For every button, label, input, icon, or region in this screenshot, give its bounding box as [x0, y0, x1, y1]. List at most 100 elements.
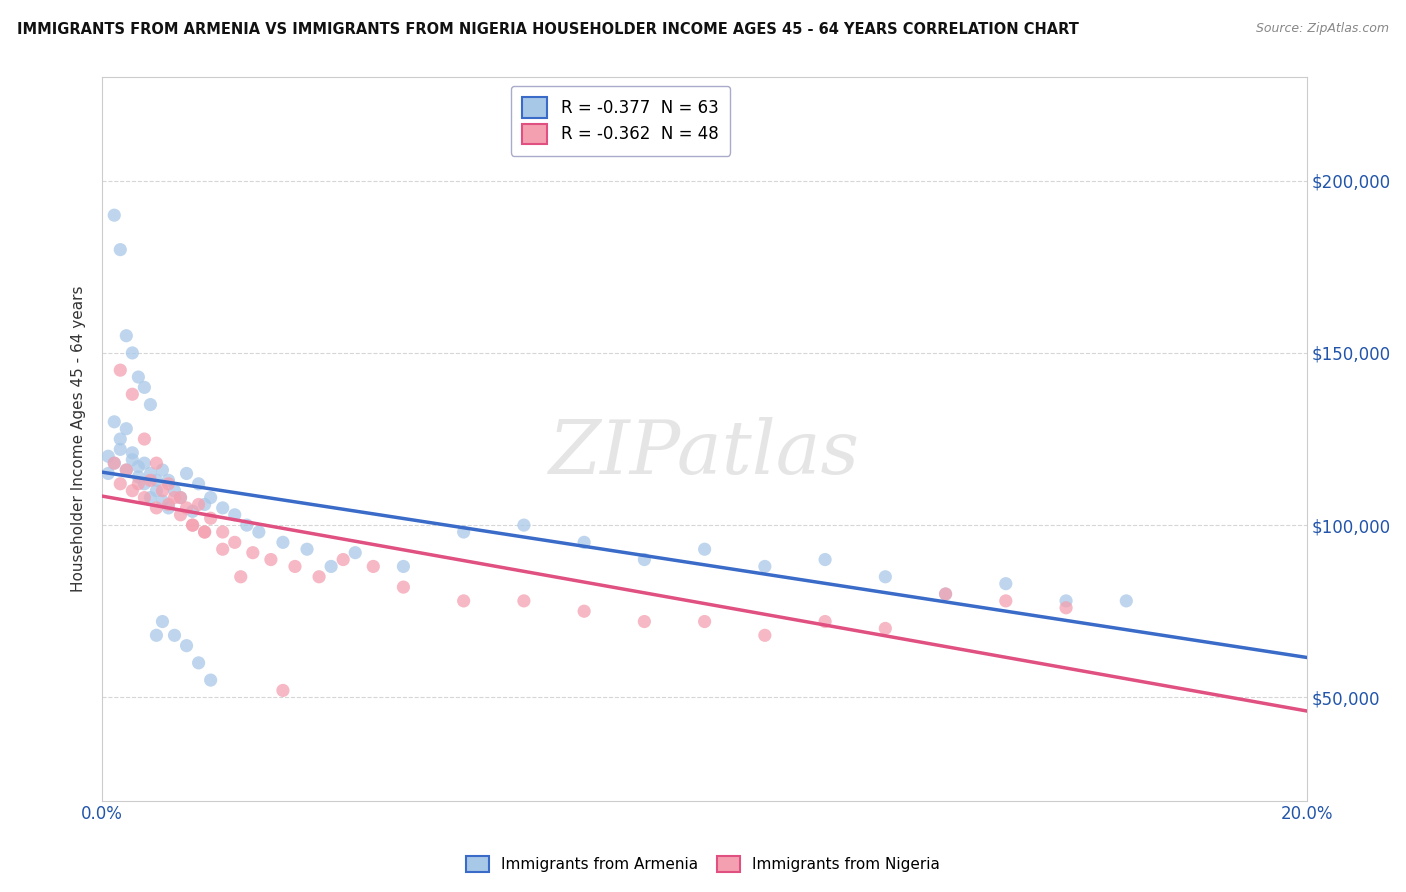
Point [194, 524, 217, 539]
Point [187, 656, 209, 670]
Point [157, 474, 180, 488]
Point [157, 498, 180, 512]
Point [513, 594, 536, 608]
Point [572, 604, 595, 618]
Point [134, 476, 156, 491]
Point [103, 415, 125, 429]
Point [194, 524, 217, 539]
Point [332, 552, 354, 566]
Point [875, 570, 897, 584]
Point [103, 456, 125, 470]
Point [321, 559, 343, 574]
Y-axis label: Householder Income Ages 45 - 64 years: Householder Income Ages 45 - 64 years [72, 285, 86, 592]
Text: Source: ZipAtlas.com: Source: ZipAtlas.com [1256, 22, 1389, 36]
Point [392, 559, 415, 574]
Point [115, 328, 138, 343]
Point [163, 483, 186, 498]
Point [134, 491, 156, 505]
Point [392, 580, 415, 594]
Point [181, 504, 204, 518]
Point [211, 524, 233, 539]
Point [110, 363, 132, 377]
Point [1054, 594, 1077, 608]
Point [224, 535, 246, 549]
Point [693, 615, 716, 629]
Point [121, 387, 143, 401]
Point [176, 500, 198, 515]
Point [224, 508, 246, 522]
Point [97, 449, 120, 463]
Point [308, 570, 330, 584]
Point [181, 518, 204, 533]
Point [200, 511, 222, 525]
Point [152, 615, 174, 629]
Point [271, 535, 294, 549]
Point [127, 459, 149, 474]
Point [633, 615, 655, 629]
Text: IMMIGRANTS FROM ARMENIA VS IMMIGRANTS FROM NIGERIA HOUSEHOLDER INCOME AGES 45 - : IMMIGRANTS FROM ARMENIA VS IMMIGRANTS FR… [17, 22, 1078, 37]
Point [1054, 600, 1077, 615]
Point [127, 370, 149, 384]
Point [875, 622, 897, 636]
Point [236, 518, 259, 533]
Point [200, 491, 222, 505]
Point [110, 442, 132, 457]
Point [152, 483, 174, 498]
Point [935, 587, 957, 601]
Point [139, 467, 162, 481]
Point [115, 463, 138, 477]
Point [121, 452, 143, 467]
Point [145, 500, 167, 515]
Point [994, 576, 1017, 591]
Point [134, 432, 156, 446]
Point [139, 398, 162, 412]
Point [814, 552, 837, 566]
Point [1115, 594, 1137, 608]
Point [271, 683, 294, 698]
Point [139, 474, 162, 488]
Legend: R = -0.377  N = 63, R = -0.362  N = 48: R = -0.377 N = 63, R = -0.362 N = 48 [510, 86, 730, 155]
Point [134, 456, 156, 470]
Point [152, 494, 174, 508]
Point [260, 552, 283, 566]
Point [169, 491, 191, 505]
Point [157, 476, 180, 491]
Point [134, 380, 156, 394]
Point [242, 546, 264, 560]
Point [121, 483, 143, 498]
Point [181, 518, 204, 533]
Point [176, 467, 198, 481]
Point [754, 559, 776, 574]
Point [229, 570, 252, 584]
Point [110, 432, 132, 446]
Point [453, 524, 475, 539]
Point [344, 546, 367, 560]
Point [295, 542, 318, 557]
Point [693, 542, 716, 557]
Point [97, 467, 120, 481]
Point [284, 559, 307, 574]
Point [121, 346, 143, 360]
Point [152, 463, 174, 477]
Point [176, 639, 198, 653]
Point [814, 615, 837, 629]
Point [572, 535, 595, 549]
Point [139, 491, 162, 505]
Point [169, 508, 191, 522]
Point [121, 446, 143, 460]
Point [187, 498, 209, 512]
Point [127, 470, 149, 484]
Point [145, 483, 167, 498]
Point [211, 500, 233, 515]
Point [361, 559, 384, 574]
Point [453, 594, 475, 608]
Point [247, 524, 270, 539]
Point [115, 463, 138, 477]
Point [194, 498, 217, 512]
Point [163, 628, 186, 642]
Point [211, 542, 233, 557]
Point [169, 491, 191, 505]
Point [110, 476, 132, 491]
Point [103, 208, 125, 222]
Point [157, 500, 180, 515]
